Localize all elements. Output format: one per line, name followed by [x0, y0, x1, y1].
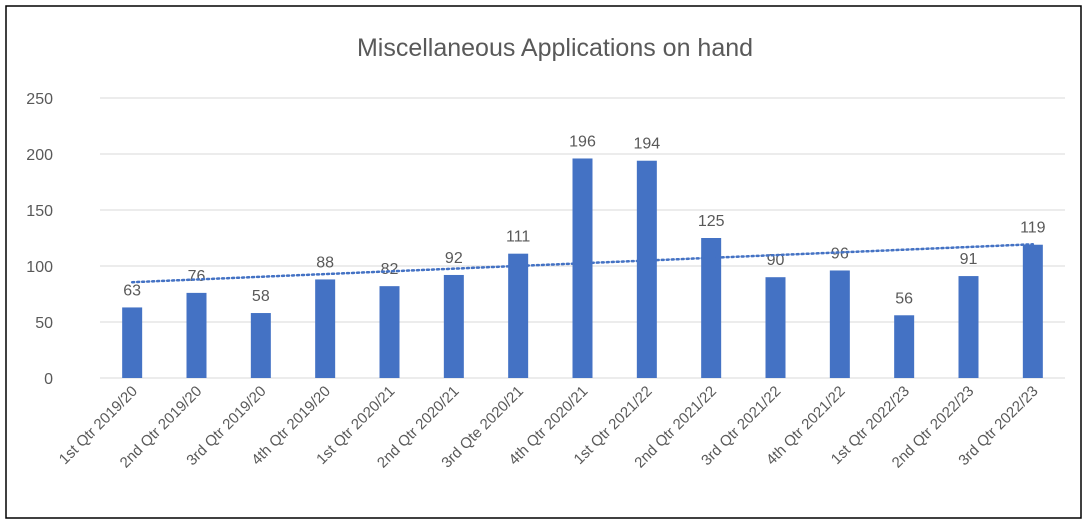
data-label: 92	[445, 250, 463, 267]
data-label: 82	[381, 261, 399, 278]
bar	[315, 279, 336, 378]
data-label: 76	[188, 268, 206, 285]
data-label: 96	[831, 245, 849, 262]
bar	[765, 277, 786, 378]
data-label: 194	[633, 136, 660, 153]
bar	[958, 276, 979, 378]
bar	[1022, 244, 1043, 378]
data-label: 56	[895, 290, 913, 307]
data-label: 63	[123, 282, 141, 299]
trendline	[130, 243, 1035, 284]
bar	[894, 315, 915, 378]
bar	[829, 270, 850, 378]
bar	[508, 253, 529, 378]
data-label: 58	[252, 288, 270, 305]
bar	[186, 292, 207, 378]
bar	[636, 160, 657, 378]
data-label: 91	[960, 251, 978, 268]
bar	[250, 313, 271, 378]
data-label: 125	[698, 213, 725, 230]
data-label: 88	[316, 254, 334, 271]
data-label: 196	[569, 133, 596, 150]
bar	[443, 274, 464, 378]
data-label: 90	[767, 252, 785, 269]
chart-title: Miscellaneous Applications on hand	[357, 34, 753, 62]
bar	[379, 286, 400, 378]
y-tick-label: 50	[35, 315, 53, 332]
y-tick-label: 250	[26, 91, 53, 108]
data-label: 111	[506, 229, 530, 246]
bar	[122, 307, 143, 378]
y-tick-label: 150	[26, 203, 53, 220]
y-tick-label: 0	[44, 371, 53, 388]
y-tick-label: 200	[26, 147, 53, 164]
data-label: 119	[1020, 220, 1046, 237]
y-tick-label: 100	[26, 259, 53, 276]
bar	[572, 158, 593, 378]
chart-border	[5, 5, 1082, 519]
bar	[701, 238, 722, 378]
